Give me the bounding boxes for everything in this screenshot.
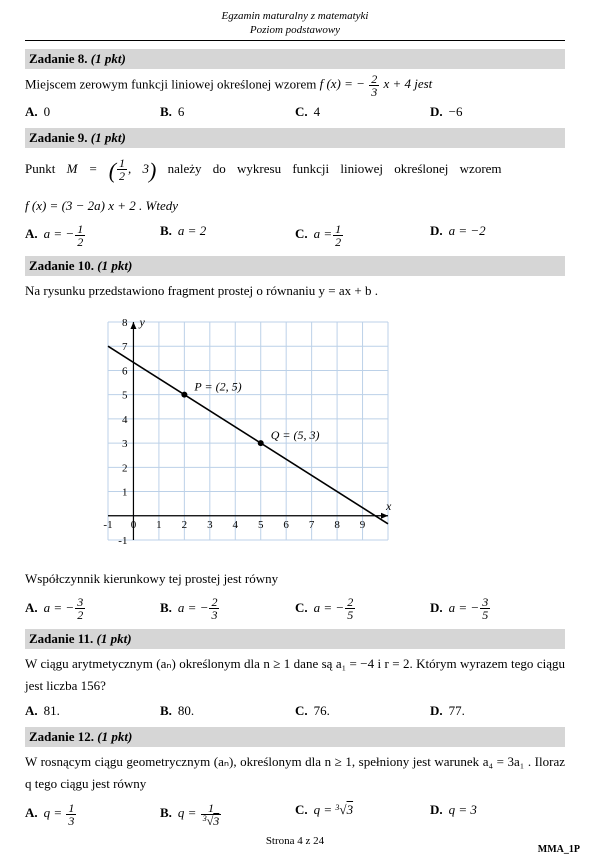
svg-text:1: 1 — [122, 487, 128, 499]
q12-points: (1 pkt) — [97, 729, 132, 744]
svg-text:6: 6 — [122, 366, 128, 378]
q9-body-2: f (x) = (3 − 2a) x + 2 . Wtedy — [25, 195, 565, 217]
q12-opt-c: C.q = 3√3 — [295, 802, 430, 827]
q8-title-text: Zadanie 8. — [29, 51, 88, 66]
q12-body: W rosnącym ciągu geometrycznym (aₙ), okr… — [25, 751, 565, 795]
q8-eq: f (x) = − 23 x + 4 jest — [320, 76, 433, 91]
q10-title-text: Zadanie 10. — [29, 258, 94, 273]
q10-points: (1 pkt) — [97, 258, 132, 273]
svg-text:4: 4 — [122, 414, 128, 426]
svg-text:7: 7 — [122, 341, 128, 353]
q10-opt-c: C.a = −25 — [295, 596, 430, 621]
q8-text: Miejscem zerowym funkcji liniowej określ… — [25, 76, 316, 91]
q11-points: (1 pkt) — [97, 631, 132, 646]
q12-opt-b: B.q = 13√3 — [160, 802, 295, 827]
q8-body: Miejscem zerowym funkcji liniowej określ… — [25, 73, 565, 98]
q9-opt-c: C.a =12 — [295, 223, 430, 248]
q10-title: Zadanie 10. (1 pkt) — [25, 256, 565, 276]
svg-text:9: 9 — [360, 519, 366, 531]
header-line-2: Poziom podstawowy — [25, 24, 565, 38]
q9-title: Zadanie 9. (1 pkt) — [25, 128, 565, 148]
q9-opt-b: B.a = 2 — [160, 223, 295, 248]
svg-text:-1: -1 — [118, 535, 127, 547]
q10-lead: Współczynnik kierunkowy tej prostej jest… — [25, 568, 565, 590]
svg-text:5: 5 — [258, 519, 264, 531]
svg-text:5: 5 — [122, 390, 128, 402]
q11-opt-b: B.80. — [160, 703, 295, 719]
svg-text:4: 4 — [233, 519, 239, 531]
chart-svg: -1 0 1 2 3 4 5 6 7 8 9 1 2 3 4 5 6 7 8 -1 x y P = (2, 5) Q = (5… — [80, 310, 400, 560]
svg-text:8: 8 — [122, 317, 128, 329]
header-line-1: Egzamin maturalny z matematyki — [25, 10, 565, 24]
svg-text:P = (2, 5): P = (2, 5) — [193, 380, 241, 394]
svg-text:1: 1 — [156, 519, 162, 531]
q12-opt-d: D.q = 3 — [430, 802, 565, 827]
q9-title-text: Zadanie 9. — [29, 130, 88, 145]
svg-text:2: 2 — [122, 462, 128, 474]
q11-options: A.81. B.80. C.76. D.77. — [25, 703, 565, 719]
q8-points: (1 pkt) — [91, 51, 126, 66]
svg-text:7: 7 — [309, 519, 315, 531]
svg-text:8: 8 — [334, 519, 340, 531]
page-number: Strona 4 z 24 — [25, 835, 565, 847]
q8-opt-d: D.−6 — [430, 104, 565, 120]
svg-text:3: 3 — [122, 438, 128, 450]
q12-options: A.q = 13 B.q = 13√3 C.q = 3√3 D.q = 3 — [25, 802, 565, 827]
svg-text:-1: -1 — [103, 519, 112, 531]
q10-opt-b: B.a = −23 — [160, 596, 295, 621]
q9-opt-a: A.a = −12 — [25, 223, 160, 248]
svg-text:0: 0 — [131, 519, 137, 531]
svg-text:y: y — [138, 315, 145, 329]
q10-options: A.a = −32 B.a = −23 C.a = −25 D.a = −35 — [25, 596, 565, 621]
svg-text:x: x — [385, 499, 392, 513]
q10-chart: -1 0 1 2 3 4 5 6 7 8 9 1 2 3 4 5 6 7 8 -1 x y P = (2, 5) Q = (5… — [80, 310, 400, 560]
q8-title: Zadanie 8. (1 pkt) — [25, 49, 565, 69]
svg-text:2: 2 — [182, 519, 188, 531]
q8-options: A.0 B.6 C.4 D.−6 — [25, 104, 565, 120]
q10-opt-d: D.a = −35 — [430, 596, 565, 621]
q12-opt-a: A.q = 13 — [25, 802, 160, 827]
svg-text:6: 6 — [283, 519, 289, 531]
q9-opt-d: D.a = −2 — [430, 223, 565, 248]
q9-points: (1 pkt) — [91, 130, 126, 145]
q11-opt-a: A.81. — [25, 703, 160, 719]
q11-opt-c: C.76. — [295, 703, 430, 719]
q11-body: W ciągu arytmetycznym (aₙ) określonym dl… — [25, 653, 565, 697]
q10-opt-a: A.a = −32 — [25, 596, 160, 621]
q12-title-text: Zadanie 12. — [29, 729, 94, 744]
page-header: Egzamin maturalny z matematyki Poziom po… — [25, 10, 565, 41]
q11-title: Zadanie 11. (1 pkt) — [25, 629, 565, 649]
q9-M: M = (12, 3) — [67, 161, 168, 176]
q9-body-1: Punkt M = (12, 3) należy do wykresu funk… — [25, 152, 565, 189]
q12-title: Zadanie 12. (1 pkt) — [25, 727, 565, 747]
q8-opt-b: B.6 — [160, 104, 295, 120]
q8-frac: 23 — [369, 73, 379, 98]
q11-opt-d: D.77. — [430, 703, 565, 719]
q10-body: Na rysunku przedstawiono fragment proste… — [25, 280, 565, 302]
svg-text:Q = (5, 3): Q = (5, 3) — [271, 428, 320, 442]
q11-title-text: Zadanie 11. — [29, 631, 93, 646]
exam-code: MMA_1P — [538, 844, 580, 855]
q8-opt-c: C.4 — [295, 104, 430, 120]
q9-options: A.a = −12 B.a = 2 C.a =12 D.a = −2 — [25, 223, 565, 248]
q8-opt-a: A.0 — [25, 104, 160, 120]
svg-text:3: 3 — [207, 519, 213, 531]
